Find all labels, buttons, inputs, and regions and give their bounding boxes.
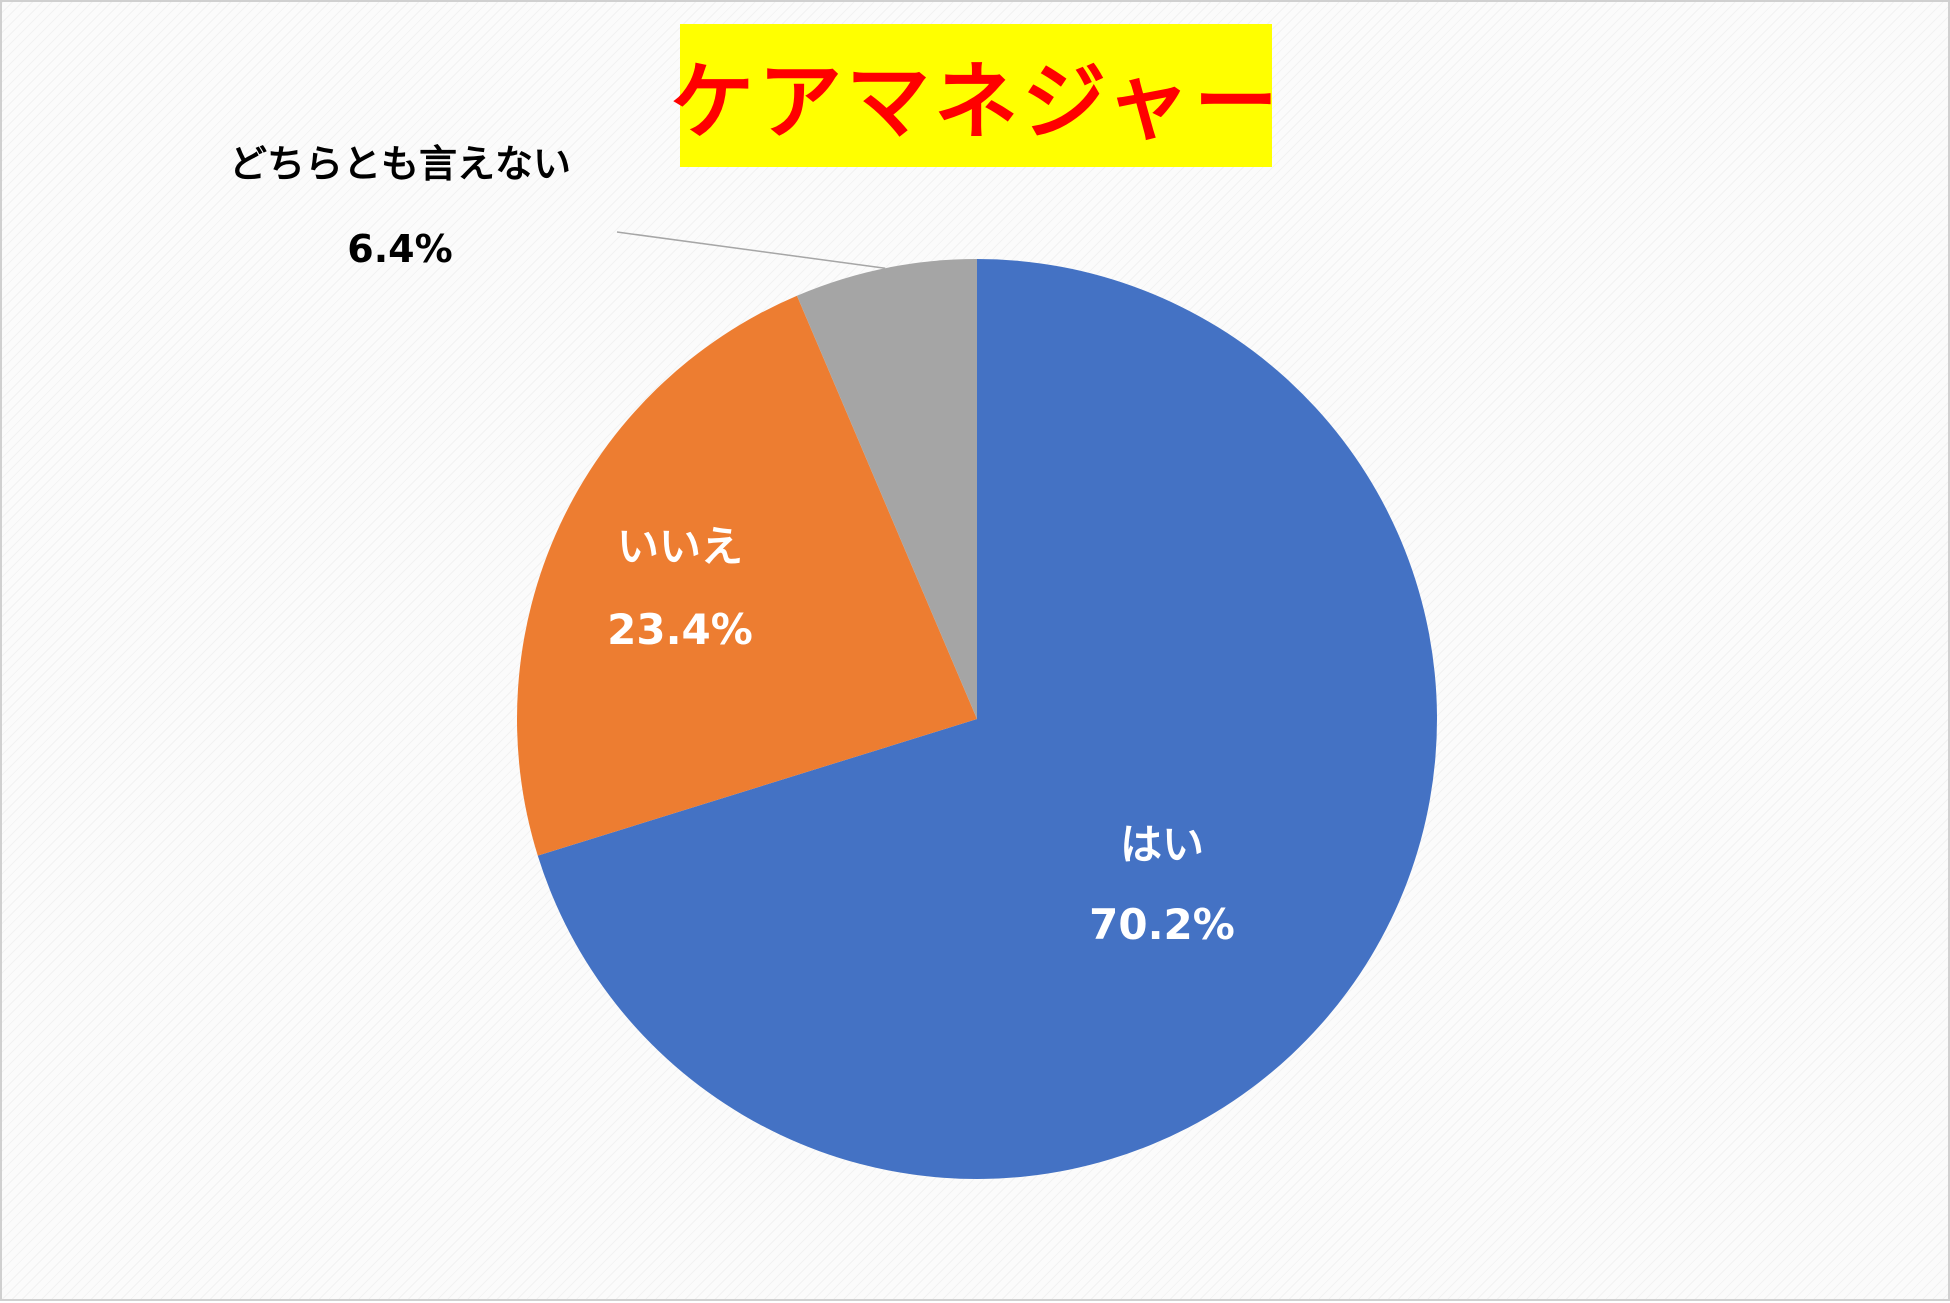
slice-category-label: いいえ — [617, 522, 743, 571]
slice-category-label: はい — [1120, 820, 1204, 869]
pie-slice — [796, 259, 977, 719]
slice-category-label: どちらとも言えない — [229, 142, 571, 186]
pie-slice — [537, 259, 1437, 1179]
slice-value-label: 6.4% — [347, 227, 452, 271]
pie-slice — [517, 295, 977, 856]
pie-slices — [517, 259, 1437, 1179]
data-labels: はい 70.2% いいえ 23.4% どちらとも言えない 6.4% — [229, 142, 1235, 949]
chart-title: ケアマネジャー — [670, 53, 1282, 151]
slice-value-label: 70.2% — [1089, 900, 1235, 949]
leader-lines — [616, 231, 886, 270]
title-box: ケアマネジャー — [670, 24, 1278, 167]
slice-value-label: 23.4% — [607, 605, 753, 654]
leader-line — [616, 231, 886, 270]
